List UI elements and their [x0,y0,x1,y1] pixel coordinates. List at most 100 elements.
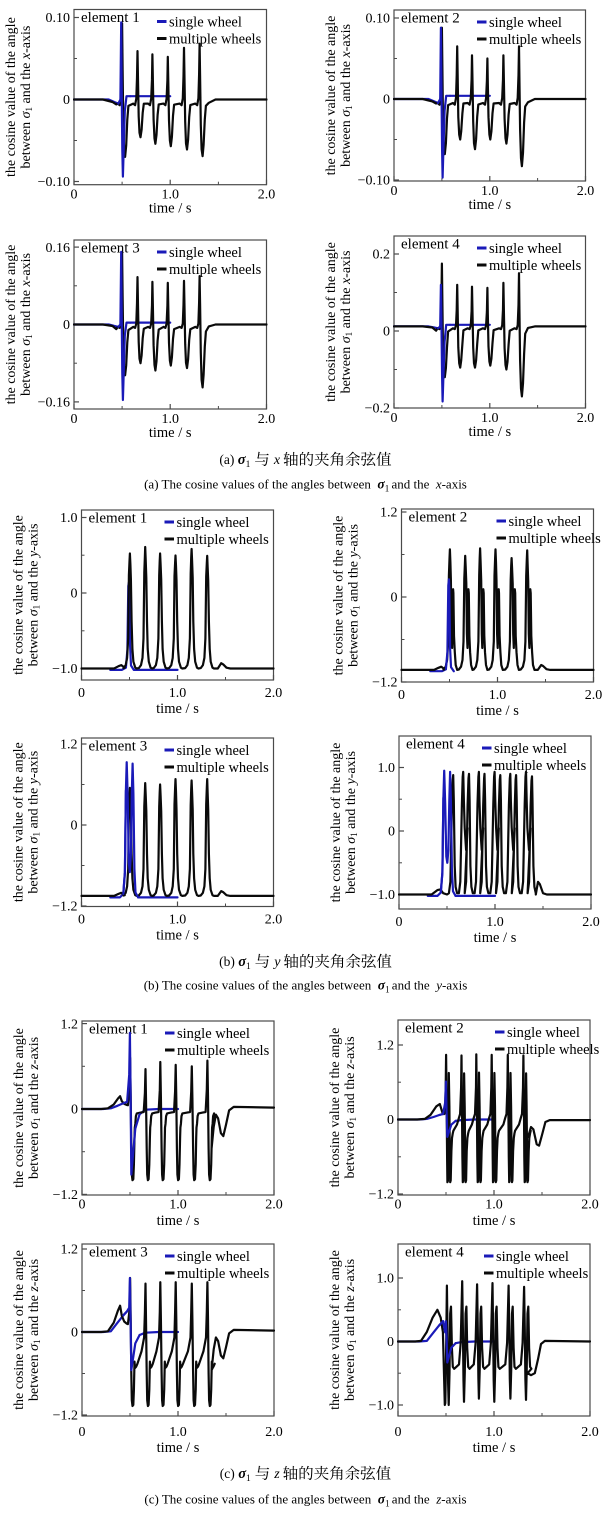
svg-text:the cosine value of the angle: the cosine value of the angle [332,516,347,676]
svg-text:single wheel: single wheel [169,14,242,30]
svg-text:z: z [435,1492,441,1507]
svg-text:the cosine value of the angle: the cosine value of the angle [324,16,339,176]
svg-text:−1.0: −1.0 [370,888,395,903]
svg-text:0: 0 [395,1198,402,1213]
svg-text:0: 0 [391,184,398,199]
svg-text:-axis: -axis [442,477,467,492]
svg-text:−0.10: −0.10 [38,175,70,190]
svg-text:and the: and the [392,978,430,993]
svg-text:the cosine value of the angle: the cosine value of the angle [12,742,27,902]
svg-text:multiple wheels: multiple wheels [177,1266,270,1282]
svg-text:the cosine value of the angle: the cosine value of the angle [12,515,27,675]
svg-text:−1.2: −1.2 [53,1188,78,1203]
svg-text:1: 1 [246,1474,251,1484]
svg-text:σ: σ [378,1492,386,1507]
svg-text:between σ1 and the z-axis: between σ1 and the z-axis [343,1036,358,1178]
svg-text:1: 1 [385,985,390,995]
svg-text:2.0: 2.0 [258,412,276,427]
svg-text:multiple wheels: multiple wheels [169,31,262,47]
svg-text:y: y [434,978,442,993]
svg-text:0: 0 [398,688,405,703]
svg-text:2.0: 2.0 [265,1198,283,1213]
svg-text:between σ1 and the y-axis: between σ1 and the y-axis [27,524,42,667]
svg-text:(a): (a) [219,452,234,467]
svg-text:0: 0 [391,591,398,606]
svg-text:between σ1 and the z-axis: between σ1 and the z-axis [27,1037,42,1179]
svg-text:1.0: 1.0 [169,686,187,701]
svg-text:1.0: 1.0 [486,915,504,930]
svg-text:0: 0 [71,1103,78,1118]
svg-text:time / s: time / s [156,928,199,944]
svg-text:−1.2: −1.2 [53,1409,78,1424]
svg-text:1.0: 1.0 [161,188,179,203]
svg-text:element 3: element 3 [89,1245,148,1261]
svg-text:z: z [273,1467,280,1482]
svg-text:1.2: 1.2 [61,1243,79,1258]
svg-text:0: 0 [78,686,85,701]
svg-text:0: 0 [71,188,78,203]
svg-text:1.0: 1.0 [377,1272,395,1287]
svg-text:1.0: 1.0 [481,411,499,426]
svg-text:between σ1 and the x-axis: between σ1 and the x-axis [339,251,354,394]
svg-text:σ: σ [238,1466,247,1482]
svg-text:and the: and the [392,477,430,492]
svg-text:0: 0 [63,318,70,333]
svg-text:single wheel: single wheel [494,741,567,757]
svg-text:time / s: time / s [157,1213,200,1229]
svg-text:time / s: time / s [156,701,199,717]
svg-text:0: 0 [387,1335,394,1350]
svg-text:(c) The cosine values of the: (c) The cosine values of the angles betw… [144,1492,371,1507]
svg-text:multiple wheels: multiple wheels [489,32,582,48]
svg-text:single wheel: single wheel [489,15,562,31]
svg-text:1.2: 1.2 [60,738,78,753]
svg-text:0.16: 0.16 [46,241,71,256]
svg-text:2.0: 2.0 [265,686,283,701]
svg-text:single wheel: single wheel [489,241,562,257]
svg-text:2.0: 2.0 [577,184,595,199]
svg-text:0: 0 [395,1425,402,1440]
svg-text:y: y [272,955,281,970]
svg-text:1.0: 1.0 [485,1198,503,1213]
svg-text:single wheel: single wheel [177,1026,250,1042]
svg-text:−1.0: −1.0 [52,662,77,677]
svg-text:−1.2: −1.2 [372,676,397,691]
svg-text:single wheel: single wheel [177,1249,250,1265]
svg-text:the cosine value of the angle: the cosine value of the angle [328,1250,343,1410]
svg-text:−0.16: −0.16 [38,396,70,411]
svg-text:σ: σ [377,477,385,492]
svg-text:2.0: 2.0 [577,411,595,426]
svg-text:0: 0 [79,1425,86,1440]
svg-text:element 1: element 1 [89,1022,148,1038]
svg-text:2.0: 2.0 [585,688,603,703]
svg-text:2.0: 2.0 [582,915,600,930]
svg-text:single wheel: single wheel [169,245,242,261]
svg-text:multiple wheels: multiple wheels [169,262,262,278]
svg-text:0.10: 0.10 [46,11,71,26]
svg-text:element 2: element 2 [405,1021,464,1037]
svg-text:0.10: 0.10 [366,12,391,27]
svg-text:single wheel: single wheel [507,1025,580,1041]
svg-text:0: 0 [71,819,78,834]
svg-text:1: 1 [246,460,251,470]
svg-text:between σ1 and the z-axis: between σ1 and the z-axis [27,1259,42,1401]
svg-text:multiple wheels: multiple wheels [509,531,602,547]
svg-text:1.0: 1.0 [485,1425,503,1440]
svg-text:single wheel: single wheel [177,743,250,759]
svg-text:1: 1 [385,1499,390,1509]
svg-text:0: 0 [383,93,390,108]
svg-text:1: 1 [246,962,251,972]
svg-text:and the: and the [392,1492,430,1507]
svg-text:time / s: time / s [149,425,192,441]
svg-text:−1.2: −1.2 [369,1188,394,1203]
svg-text:2.0: 2.0 [581,1425,599,1440]
svg-text:element 1: element 1 [81,10,140,26]
svg-text:between σ1 and the y-axis: between σ1 and the y-axis [347,524,362,667]
svg-text:(c): (c) [220,1466,235,1481]
svg-text:between σ1 and the y-axis: between σ1 and the y-axis [27,751,42,894]
svg-text:(b): (b) [219,954,235,969]
svg-text:multiple wheels: multiple wheels [496,1266,589,1282]
svg-text:1.2: 1.2 [380,506,398,521]
svg-text:time / s: time / s [149,201,192,217]
svg-text:time / s: time / s [473,1213,516,1229]
svg-text:the cosine value of the angle: the cosine value of the angle [324,242,339,402]
